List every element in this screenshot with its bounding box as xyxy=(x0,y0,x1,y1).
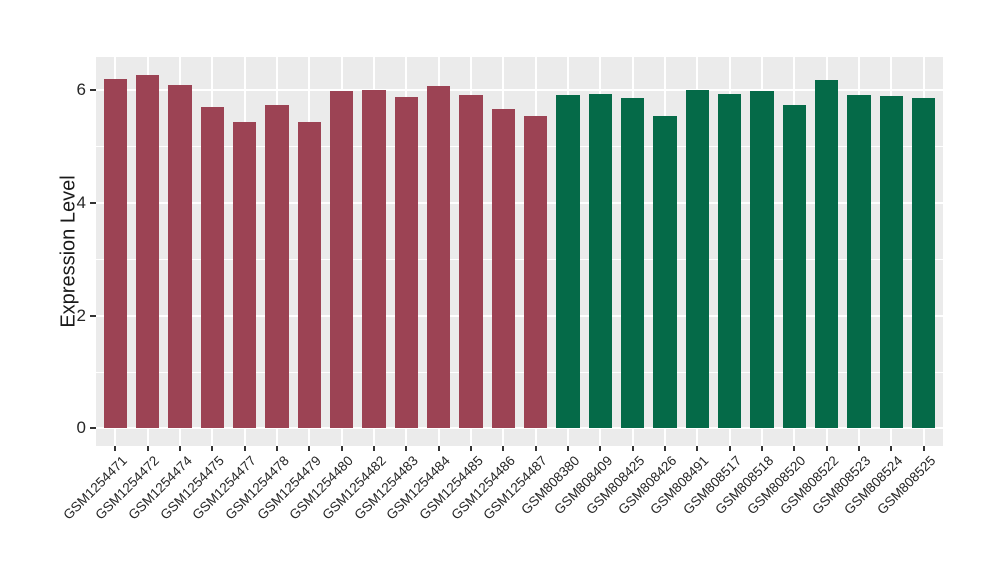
x-tick-mark xyxy=(470,446,472,451)
x-tick-label-text: GSM808426 xyxy=(615,453,680,518)
x-tick-label-text: GSM808517 xyxy=(680,453,745,518)
x-tick-label-text: GSM808518 xyxy=(712,453,777,518)
x-tick-label-text: GSM1254483 xyxy=(351,453,421,523)
x-tick-mark xyxy=(146,446,149,451)
x-tick-label-text: GSM1254472 xyxy=(92,453,163,523)
x-tick-mark xyxy=(179,446,182,451)
x-tick-mark xyxy=(631,446,634,451)
x-tick-label-text: GSM808380 xyxy=(518,453,583,518)
x-tick-label-text: GSM808525 xyxy=(873,453,939,518)
x-tick-label-text: GSM808409 xyxy=(550,453,615,518)
x-tick-mark xyxy=(793,446,796,451)
x-tick-label-text: GSM1254474 xyxy=(125,453,195,523)
x-tick-label-text: GSM1254475 xyxy=(157,453,227,523)
plot-panel xyxy=(96,57,943,446)
x-tick-mark xyxy=(373,446,376,451)
x-tick-label-text: GSM808522 xyxy=(777,453,842,518)
x-tick-mark xyxy=(663,446,666,451)
y-axis-title-text: Expression Level xyxy=(57,175,80,328)
x-tick-mark xyxy=(566,446,569,451)
x-tick-label-text: GSM808491 xyxy=(647,453,712,518)
x-tick-label-text: GSM1254480 xyxy=(286,453,357,523)
x-tick-mark xyxy=(696,446,699,451)
x-tick-label-text: GSM1254482 xyxy=(319,453,389,523)
x-tick-mark xyxy=(502,446,505,451)
x-tick-mark xyxy=(405,446,408,451)
x-tick-mark xyxy=(760,446,763,451)
x-tick-mark xyxy=(276,446,279,451)
x-tick-label-text: GSM808520 xyxy=(744,453,809,518)
x-tick-label-text: GSM1254479 xyxy=(254,453,324,523)
x-tick-mark xyxy=(340,446,343,451)
x-tick-label-text: GSM1254484 xyxy=(383,453,454,523)
x-tick-mark xyxy=(114,446,117,451)
x-tick-mark xyxy=(922,446,925,451)
x-tick-label-text: GSM808425 xyxy=(583,453,648,518)
x-tick-label-text: GSM1254477 xyxy=(189,453,260,523)
x-tick-mark xyxy=(534,446,537,451)
x-tick-label-text: GSM1254471 xyxy=(60,453,130,523)
x-tick-mark xyxy=(243,446,246,451)
x-tick-label-text: GSM1254486 xyxy=(448,453,518,523)
y-axis-title: Expression Level xyxy=(56,57,82,446)
x-tick-mark xyxy=(599,446,602,451)
x-tick-label-text: GSM808523 xyxy=(809,453,874,518)
x-tick-mark xyxy=(825,446,828,451)
x-tick-label-text: GSM808524 xyxy=(841,453,906,518)
x-tick-label-text: GSM1254485 xyxy=(416,453,486,523)
x-tick-mark xyxy=(728,446,731,451)
x-tick-mark xyxy=(890,446,893,451)
x-tick-mark xyxy=(211,446,214,451)
x-tick-label-text: GSM1254478 xyxy=(222,453,292,523)
x-tick-mark xyxy=(308,446,311,451)
x-tick-mark xyxy=(857,446,860,451)
x-tick-mark xyxy=(437,446,440,451)
x-tick-label-text: GSM1254487 xyxy=(480,453,551,523)
